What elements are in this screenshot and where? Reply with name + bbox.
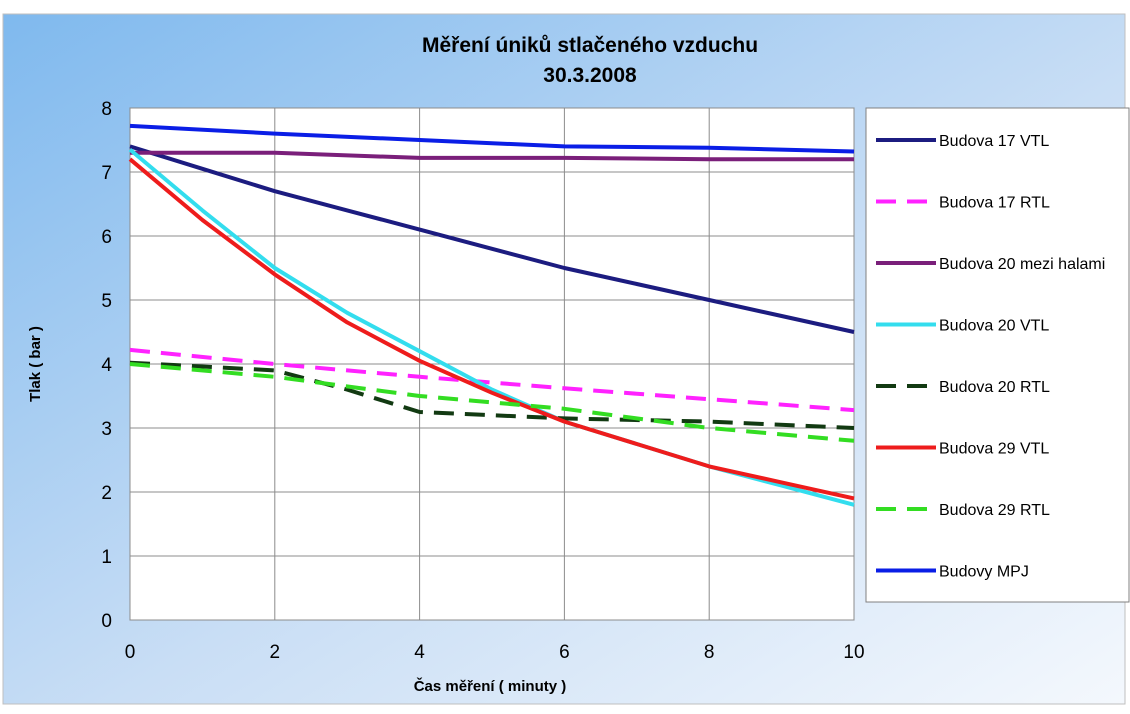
x-tick-label-0: 0: [125, 642, 136, 663]
legend-box: [865, 107, 1130, 603]
y-tick-label-6: 6: [101, 227, 112, 248]
chart-subtitle: 30.3.2008: [543, 64, 637, 87]
y-tick-label-1: 1: [101, 547, 112, 568]
series-line-budova-29-rtl: [129, 362, 855, 443]
x-tick-label-3: 6: [559, 642, 570, 663]
y-tick-label-0: 0: [101, 611, 112, 632]
grid-lines: [129, 107, 855, 621]
series-line-budova-29-vtl: [128, 157, 855, 501]
y-axis-ticks: 0 1 2 3 4 5 6 7 8: [101, 99, 112, 632]
y-tick-label-4: 4: [101, 355, 112, 376]
y-tick-label-5: 5: [101, 291, 112, 312]
legend-label-budova-20-mezi-halami: Budova 20 mezi halami: [939, 256, 1105, 273]
series-line-budova-17-rtl: [129, 347, 855, 413]
y-tick-label-3: 3: [101, 419, 112, 440]
series-line-budova-20-rtl: [129, 360, 855, 430]
legend-label-budova-29-vtl: Budova 29 VTL: [939, 441, 1049, 458]
legend: Budova 17 VTL Budova 17 RTL Budova 20 mezi…: [876, 133, 1105, 581]
series-line-budova-17-vtl: [129, 144, 855, 334]
legend-label-budova-29-rtl: Budova 29 RTL: [939, 502, 1050, 519]
chart-title: Měření úniků stlačeného vzduchu: [422, 34, 758, 57]
x-tick-label-4: 8: [704, 642, 715, 663]
legend-label-budova-20-vtl: Budova 20 VTL: [939, 318, 1049, 335]
legend-label-budova-17-rtl: Budova 17 RTL: [939, 195, 1050, 212]
y-tick-label-2: 2: [101, 483, 112, 504]
x-axis-ticks: 0 2 4 6 8 10: [125, 642, 865, 663]
series-line-budova-20-mezi-halami: [130, 150, 854, 162]
y-tick-label-8: 8: [101, 99, 112, 120]
series-lines: [128, 123, 855, 507]
legend-label-budova-17-vtl: Budova 17 VTL: [939, 133, 1049, 150]
legend-label-budovy-mpj: Budovy MPJ: [939, 564, 1029, 581]
y-tick-label-7: 7: [101, 163, 112, 184]
x-tick-label-2: 4: [414, 642, 425, 663]
legend-label-budova-20-rtl: Budova 20 RTL: [939, 379, 1050, 396]
series-line-budovy-mpj: [129, 123, 855, 154]
x-tick-label-5: 10: [843, 642, 864, 663]
y-axis-label: Tlak ( bar ): [27, 326, 44, 402]
x-axis-label: Čas měření ( minuty ): [414, 677, 567, 695]
x-tick-label-1: 2: [270, 642, 281, 663]
